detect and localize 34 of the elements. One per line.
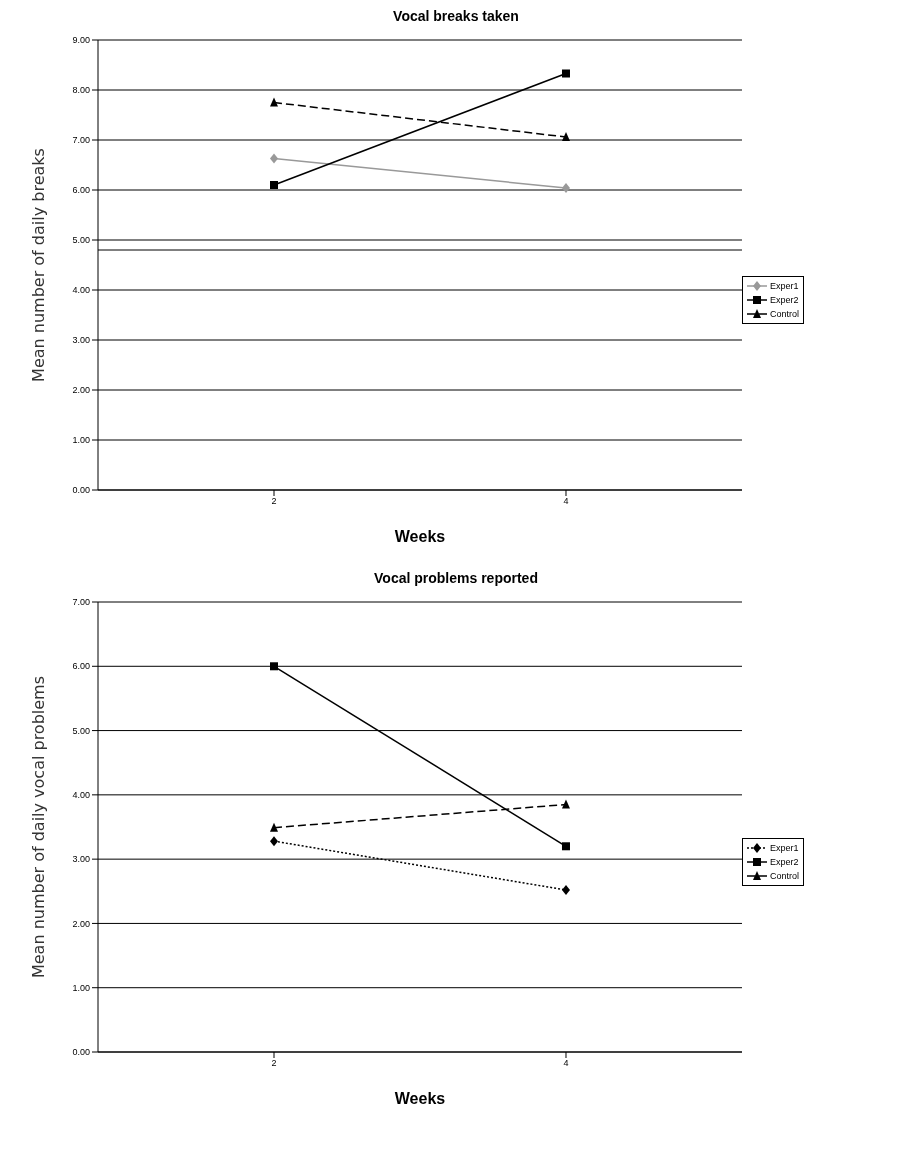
x-tick-label: 2 xyxy=(271,496,277,507)
legend-label: Exper1 xyxy=(769,843,799,853)
y-tick-label: 1.00 xyxy=(72,982,90,993)
x-axis-title: Weeks xyxy=(394,528,446,545)
y-tick-label: 2.00 xyxy=(72,918,90,929)
chart-title: Vocal problems reported xyxy=(373,570,539,588)
legend-label: Control xyxy=(769,309,799,319)
y-tick-label: 7.00 xyxy=(72,597,90,608)
y-tick-label: 6.00 xyxy=(72,661,90,672)
y-tick-label: 4.00 xyxy=(72,790,90,801)
y-tick-label: 0.00 xyxy=(72,1047,90,1058)
y-tick-label: 4.00 xyxy=(72,285,90,296)
y-axis-title: Mean number of daily breaks xyxy=(28,148,48,382)
x-tick-label: 4 xyxy=(563,1058,569,1069)
y-tick-label: 8.00 xyxy=(72,85,90,96)
y-tick-label: 0.00 xyxy=(72,485,90,496)
legend-label: Control xyxy=(769,871,799,881)
y-tick-label: 7.00 xyxy=(72,135,90,146)
legend-label: Exper1 xyxy=(769,281,799,291)
x-tick-label: 4 xyxy=(563,496,569,507)
y-tick-label: 2.00 xyxy=(72,385,90,396)
y-tick-label: 5.00 xyxy=(72,725,90,736)
y-tick-label: 3.00 xyxy=(72,335,90,346)
y-tick-label: 6.00 xyxy=(72,185,90,196)
y-tick-label: 3.00 xyxy=(72,854,90,865)
x-axis-title: Weeks xyxy=(394,1090,446,1107)
x-tick-label: 2 xyxy=(271,1058,277,1069)
y-tick-label: 5.00 xyxy=(72,235,90,246)
y-tick-label: 9.00 xyxy=(72,35,90,46)
chart-title: Vocal breaks taken xyxy=(392,8,520,26)
y-axis-title: Mean number of daily vocal problems xyxy=(28,675,48,979)
legend-label: Exper2 xyxy=(769,295,799,305)
y-tick-label: 1.00 xyxy=(72,435,90,446)
legend-label: Exper2 xyxy=(769,857,799,867)
